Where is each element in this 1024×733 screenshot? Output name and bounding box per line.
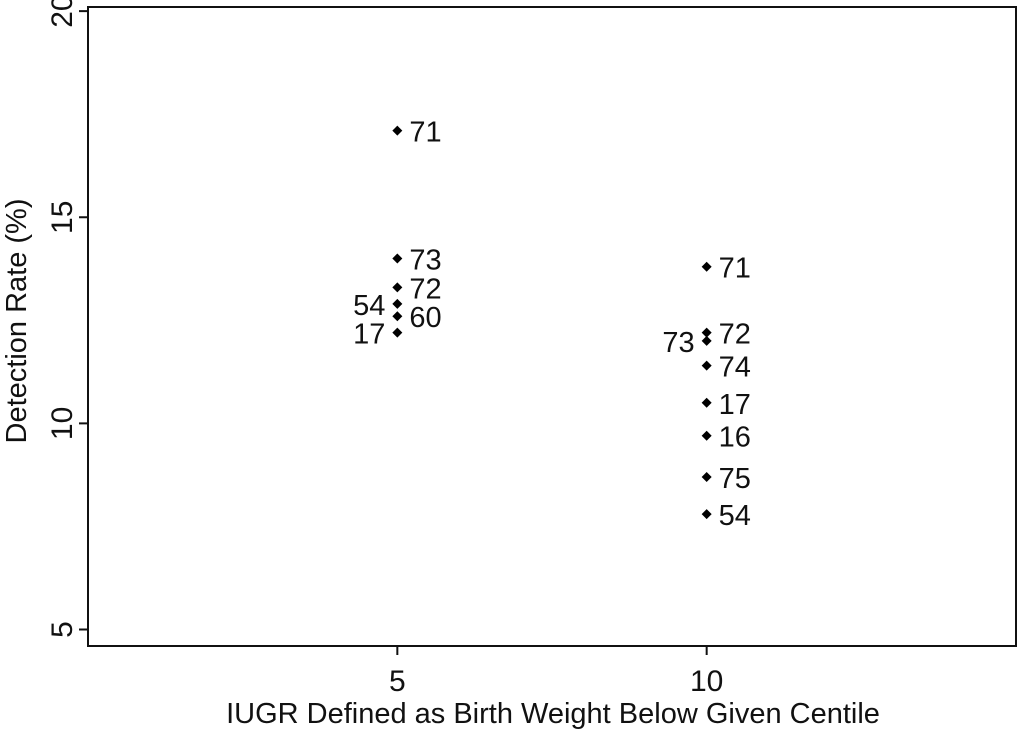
y-tick-label: 20: [46, 0, 79, 28]
data-point: [701, 261, 712, 272]
x-tick-label: 5: [389, 665, 406, 698]
data-point: [392, 125, 403, 136]
data-point: [701, 430, 712, 441]
data-point: [392, 298, 403, 309]
data-label: 72: [409, 273, 441, 305]
data-point: [701, 471, 712, 482]
y-tick-label: 10: [46, 407, 79, 440]
data-point: [392, 253, 403, 264]
data-label: 17: [353, 319, 385, 351]
data-label: 75: [719, 463, 751, 495]
y-tick-label: 15: [46, 201, 79, 234]
data-label: 72: [719, 319, 751, 351]
data-label: 17: [719, 389, 751, 421]
data-label: 73: [409, 244, 441, 276]
x-axis-title: IUGR Defined as Birth Weight Below Given…: [226, 698, 880, 730]
data-point: [392, 327, 403, 338]
data-point: [701, 509, 712, 520]
data-label: 71: [409, 117, 441, 149]
y-tick-label: 5: [46, 621, 79, 638]
data-point: [701, 335, 712, 346]
data-point: [392, 311, 403, 322]
x-axis: 5 10: [389, 646, 723, 698]
plot-frame: [87, 6, 1017, 647]
data-point: [392, 282, 403, 293]
x-tick-label: 10: [690, 665, 723, 698]
data-label: 54: [353, 290, 385, 322]
data-point: [701, 360, 712, 371]
data-label: 74: [719, 352, 751, 384]
data-label: 73: [662, 327, 694, 359]
y-axis-title: Detection Rate (%): [1, 199, 33, 444]
data-label: 54: [719, 500, 751, 532]
data-label: 71: [719, 253, 751, 285]
data-label: 60: [409, 302, 441, 334]
data-point: [701, 327, 712, 338]
data-label: 16: [719, 422, 751, 454]
data-point: [701, 397, 712, 408]
y-axis: 5 10 15 20: [46, 0, 88, 638]
data-points: [392, 125, 712, 520]
